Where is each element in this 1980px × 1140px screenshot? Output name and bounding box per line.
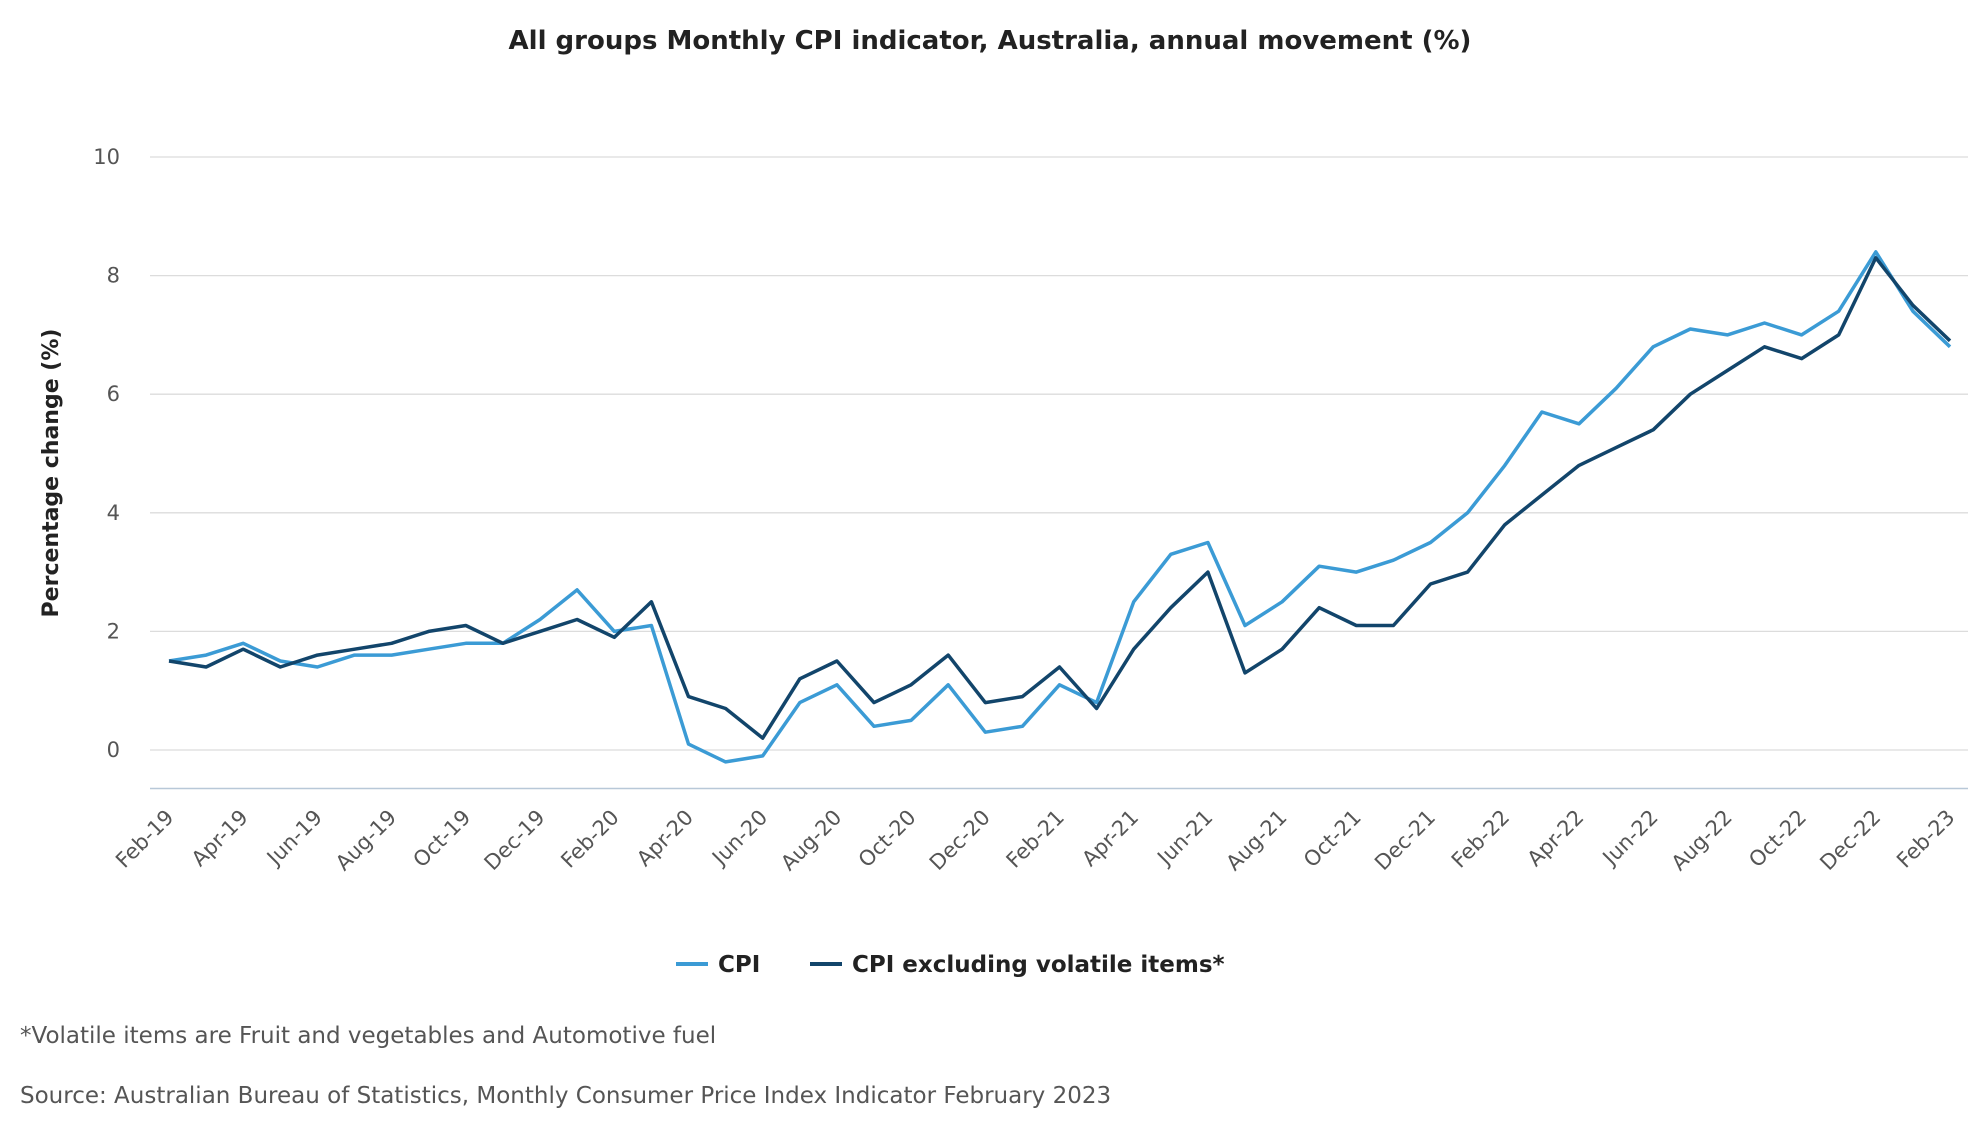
legend-label-cpi-excluding-volatile: CPI excluding volatile items* xyxy=(852,952,1225,978)
x-tick-label: Oct-22 xyxy=(1744,805,1811,872)
x-tick-label: Aug-21 xyxy=(1221,805,1291,875)
x-tick-label: Aug-22 xyxy=(1667,805,1737,875)
x-tick-label: Oct-21 xyxy=(1299,805,1366,872)
x-tick-label: Apr-19 xyxy=(187,805,253,871)
x-tick-label: Dec-19 xyxy=(480,805,550,875)
chart-title: All groups Monthly CPI indicator, Austra… xyxy=(509,26,1472,56)
x-tick-label: Dec-20 xyxy=(925,805,995,875)
x-tick-label: Apr-22 xyxy=(1523,805,1589,871)
y-tick-label: 4 xyxy=(107,501,120,525)
y-tick-label: 8 xyxy=(107,264,120,288)
y-axis-title: Percentage change (%) xyxy=(39,329,64,618)
x-tick-label: Oct-20 xyxy=(854,805,921,872)
x-tick-label: Oct-19 xyxy=(408,805,475,872)
x-tick-label: Aug-19 xyxy=(331,805,401,875)
legend-label-cpi: CPI xyxy=(718,952,760,978)
x-tick-label: Feb-19 xyxy=(111,805,179,873)
legend: CPI CPI excluding volatile items* xyxy=(676,952,1225,978)
y-tick-label: 2 xyxy=(107,619,120,643)
x-tick-label: Feb-21 xyxy=(1002,805,1070,873)
x-tick-label: Dec-21 xyxy=(1370,805,1440,875)
x-tick-label: Jun-22 xyxy=(1597,805,1663,871)
x-tick-label: Apr-20 xyxy=(632,805,698,871)
x-tick-label: Jun-21 xyxy=(1152,805,1218,871)
x-tick-label: Apr-21 xyxy=(1077,805,1143,871)
x-tick-label: Jun-19 xyxy=(261,805,327,871)
x-tick-label: Feb-22 xyxy=(1447,805,1515,873)
x-tick-label: Aug-20 xyxy=(776,805,846,875)
y-tick-label: 10 xyxy=(93,145,120,169)
series-line-cpi xyxy=(168,250,1952,764)
source-note: Source: Australian Bureau of Statistics,… xyxy=(20,1083,1111,1109)
y-tick-label: 6 xyxy=(107,382,120,406)
x-tick-label: Jun-20 xyxy=(706,805,772,871)
series-line-cpi-excluding-volatile xyxy=(168,256,1952,740)
x-tick-label: Dec-22 xyxy=(1815,805,1885,875)
footnote: *Volatile items are Fruit and vegetables… xyxy=(20,1023,716,1049)
y-tick-label: 0 xyxy=(107,738,120,762)
x-tick-label: Feb-23 xyxy=(1892,805,1960,873)
x-tick-label: Feb-20 xyxy=(556,805,624,873)
